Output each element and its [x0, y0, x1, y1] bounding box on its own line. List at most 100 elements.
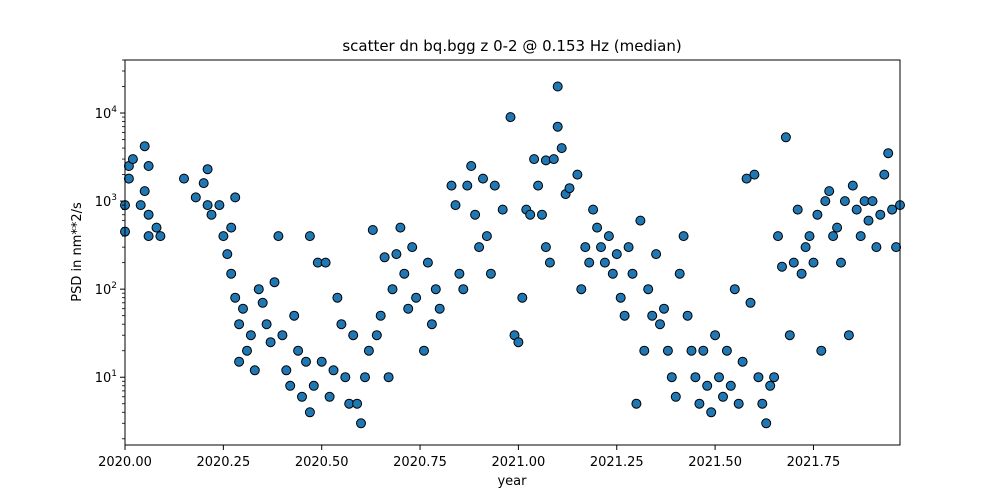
x-tick-label: 2020.50: [295, 455, 349, 470]
data-point: [729, 284, 740, 295]
data-point: [489, 180, 500, 191]
data-point: [544, 257, 555, 268]
data-point: [615, 292, 626, 303]
data-point: [430, 284, 441, 295]
data-point: [698, 345, 709, 356]
data-point: [230, 292, 241, 303]
data-point: [143, 161, 154, 171]
data-point: [462, 180, 473, 191]
data-point: [375, 310, 386, 321]
data-point: [179, 173, 189, 184]
y-tick-label: 101: [95, 369, 117, 386]
data-point: [816, 345, 827, 356]
data-point: [572, 169, 583, 180]
data-point: [269, 277, 280, 288]
data-point: [643, 284, 654, 295]
data-point: [875, 209, 886, 220]
data-point: [820, 196, 831, 207]
data-point: [340, 372, 351, 383]
data-point: [458, 284, 469, 295]
data-point: [517, 292, 528, 303]
data-point: [474, 242, 485, 253]
data-point: [360, 372, 370, 383]
data-point: [387, 284, 398, 295]
data-point: [218, 231, 229, 242]
data-point: [828, 231, 839, 242]
data-point: [466, 161, 477, 171]
data-point: [426, 319, 437, 330]
data-point: [670, 391, 681, 402]
data-point: [537, 209, 547, 220]
data-point: [407, 242, 418, 253]
data-point: [363, 345, 374, 356]
data-point: [576, 284, 587, 295]
data-point: [863, 215, 874, 226]
data-point: [316, 356, 327, 367]
data-point: [631, 398, 642, 409]
data-point: [356, 418, 366, 429]
y-tick-label: 102: [95, 281, 117, 298]
data-point: [749, 169, 760, 180]
data-point: [824, 186, 835, 197]
data-point: [883, 148, 894, 159]
x-tick-label: 2020.00: [98, 455, 152, 470]
data-point: [249, 365, 260, 376]
data-point: [222, 249, 233, 260]
data-point: [257, 297, 268, 308]
data-point: [383, 372, 394, 383]
data-point: [419, 345, 429, 356]
x-tick-label: 2021.00: [492, 455, 546, 470]
data-point: [765, 380, 776, 391]
data-point: [552, 81, 563, 92]
data-point: [304, 231, 315, 242]
data-point: [245, 330, 256, 341]
data-point: [741, 173, 752, 184]
data-point: [265, 337, 276, 348]
x-tick-label: 2021.25: [590, 455, 644, 470]
data-point: [761, 418, 772, 429]
data-point: [784, 330, 795, 341]
data-point: [332, 292, 343, 303]
data-point: [674, 268, 685, 279]
data-point: [525, 209, 536, 220]
data-point: [588, 204, 599, 215]
data-point: [678, 231, 689, 242]
data-point: [297, 391, 307, 402]
x-axis-label: year: [497, 474, 527, 489]
data-point: [564, 183, 575, 194]
data-point: [202, 200, 213, 211]
scatter-points: [120, 81, 905, 429]
data-point: [155, 231, 166, 242]
data-point: [308, 380, 319, 391]
data-point: [253, 284, 264, 295]
data-point: [379, 252, 390, 263]
data-point: [324, 391, 335, 402]
data-point: [584, 257, 595, 268]
data-point: [454, 268, 465, 279]
plot-area-frame: [124, 59, 901, 446]
data-point: [422, 257, 433, 268]
data-point: [639, 345, 650, 356]
data-point: [694, 398, 705, 409]
data-point: [450, 200, 461, 211]
x-tick-label: 2021.50: [688, 455, 742, 470]
data-point: [552, 121, 563, 132]
data-point: [702, 380, 713, 391]
data-point: [478, 173, 488, 184]
data-point: [399, 268, 410, 279]
data-point: [627, 268, 638, 279]
data-point: [710, 330, 721, 341]
data-point: [792, 204, 803, 215]
data-point: [304, 407, 315, 418]
data-point: [135, 200, 146, 211]
data-point: [737, 356, 748, 367]
data-point: [143, 231, 154, 242]
data-point: [234, 356, 245, 367]
data-point: [139, 186, 150, 197]
data-point: [745, 297, 756, 308]
data-point: [238, 303, 248, 314]
data-point: [411, 292, 422, 303]
data-point: [635, 215, 646, 226]
x-tick-label: 2021.75: [787, 455, 841, 470]
